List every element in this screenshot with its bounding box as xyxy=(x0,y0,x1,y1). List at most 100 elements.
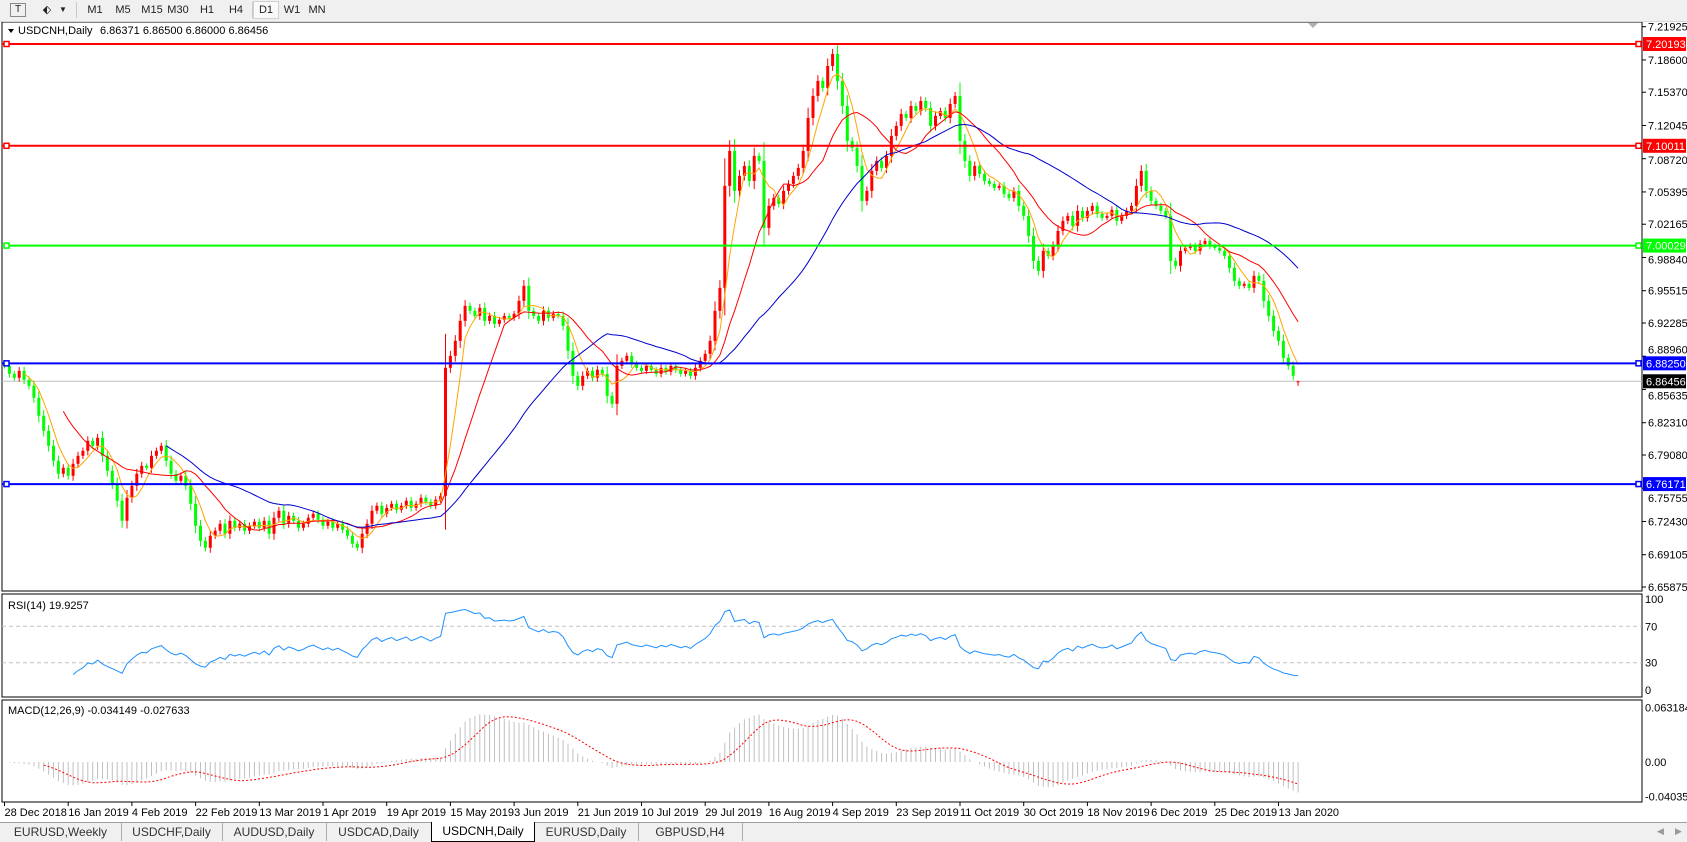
toolbar-separator xyxy=(252,2,253,18)
candle-bear xyxy=(1071,215,1075,226)
candle-bull xyxy=(125,497,129,521)
candle-bear xyxy=(640,367,643,371)
candle-bear xyxy=(762,160,766,228)
candle-bull xyxy=(1296,381,1300,383)
macd-panel xyxy=(1,699,1643,803)
text-tool-icon[interactable]: T xyxy=(10,3,26,17)
candle-bull xyxy=(948,103,952,118)
candle-bear xyxy=(350,535,354,544)
date-axis-label: 16 Jan 2019 xyxy=(68,807,129,819)
candle-bear xyxy=(355,543,359,548)
candle-bear xyxy=(556,313,560,316)
candle-bull xyxy=(708,340,712,354)
candle-bear xyxy=(983,173,986,181)
rsi-panel xyxy=(1,593,1643,698)
candle-bear xyxy=(56,460,60,474)
candle-bear xyxy=(987,180,991,184)
dropdown-arrow-icon[interactable]: ▼ xyxy=(59,5,67,14)
candle-bear xyxy=(591,370,594,378)
date-axis-label: 13 Mar 2019 xyxy=(259,807,321,819)
candle-bear xyxy=(1159,205,1163,211)
candle-bear xyxy=(1149,190,1153,201)
candle-bear xyxy=(22,370,26,380)
candle-bear xyxy=(105,455,109,471)
candle-bull xyxy=(718,287,722,311)
candle-bear xyxy=(546,310,550,318)
date-axis-label: 19 Apr 2019 xyxy=(387,807,446,819)
tabs-scroll-left-icon[interactable]: ◀ xyxy=(1657,826,1664,836)
price-axis-label: 6.72430 xyxy=(1648,516,1687,528)
candle-bull xyxy=(723,185,727,288)
candle-bull xyxy=(444,367,447,496)
tab-gbpusd-h4[interactable]: GBPUSD,H4 xyxy=(638,823,743,841)
candle-bear xyxy=(992,183,996,188)
candle-bear xyxy=(943,110,947,118)
candle-bear xyxy=(850,140,854,148)
candle-bear xyxy=(1027,215,1031,236)
candle-bull xyxy=(586,370,590,376)
candle-bear xyxy=(1277,330,1280,341)
level-price-label: 7.10011 xyxy=(1646,141,1685,153)
macd-axis-label: 0.00 xyxy=(1645,757,1666,769)
timeframe-m30[interactable]: M30 xyxy=(167,4,189,16)
timeframe-w1[interactable]: W1 xyxy=(283,4,301,16)
candle-bull xyxy=(135,473,139,486)
candle-bull xyxy=(370,510,374,524)
rsi-axis-label: 100 xyxy=(1645,594,1663,606)
candle-bear xyxy=(527,285,531,311)
drawing-shapes-icon[interactable]: ⬖ xyxy=(42,4,52,16)
chart-canvas[interactable]: 7.21925 7.18600 7.15370 7.12045 7.08720 7.053… xyxy=(0,0,1687,822)
price-axis-label: 7.02165 xyxy=(1648,219,1687,231)
candle-bear xyxy=(115,483,119,501)
candle-bull xyxy=(919,100,923,111)
candle-bull xyxy=(1125,210,1129,216)
candle-bull xyxy=(542,310,545,321)
timeframe-m15[interactable]: M15 xyxy=(141,4,163,16)
candle-bear xyxy=(1208,240,1212,246)
timeframe-h1[interactable]: H1 xyxy=(199,4,215,16)
candle-bull xyxy=(81,450,85,456)
candle-bear xyxy=(145,465,149,468)
candle-bear xyxy=(1002,185,1006,194)
tab-usdcnh-daily[interactable]: USDCNH,Daily xyxy=(431,822,535,842)
candle-bear xyxy=(1247,283,1251,288)
tabs-scroll-right-icon[interactable]: ▶ xyxy=(1675,826,1682,836)
level-handle-left xyxy=(3,360,10,367)
date-axis-label: 15 May 2019 xyxy=(450,807,514,819)
candle-bull xyxy=(1120,215,1124,221)
candle-bear xyxy=(576,375,580,386)
candle-bull xyxy=(1090,205,1094,211)
tab-eurusd-weekly[interactable]: EURUSD,Weekly xyxy=(0,823,122,841)
tab-usdchf-daily[interactable]: USDCHF,Daily xyxy=(121,823,223,841)
tab-audusd-daily[interactable]: AUDUSD,Daily xyxy=(222,823,327,841)
timeframe-m5[interactable]: M5 xyxy=(115,4,131,16)
candle-bear xyxy=(395,503,398,510)
candle-bull xyxy=(301,523,305,528)
price-axis-label: 6.75755 xyxy=(1648,493,1687,505)
level-handle-right xyxy=(1635,142,1642,150)
candle-bull xyxy=(336,523,340,528)
candle-bull xyxy=(787,183,790,191)
candle-bear xyxy=(184,475,188,486)
candle-bull xyxy=(742,165,746,176)
timeframe-mn[interactable]: MN xyxy=(308,4,326,16)
price-axis-label: 7.21925 xyxy=(1648,22,1687,34)
candle-bear xyxy=(1237,280,1241,286)
tab-eurusd-daily[interactable]: EURUSD,Daily xyxy=(534,823,639,841)
candle-bear xyxy=(473,310,477,316)
candle-bull xyxy=(816,80,820,96)
candle-bull xyxy=(806,117,810,151)
candle-bull xyxy=(252,521,256,526)
candle-bear xyxy=(199,525,202,541)
timeframe-h4[interactable]: H4 xyxy=(228,4,244,16)
tab-usdcad-daily[interactable]: USDCAD,Daily xyxy=(326,823,432,841)
candle-bear xyxy=(47,430,51,446)
price-axis-label: 6.88960 xyxy=(1648,344,1687,356)
candle-bull xyxy=(625,355,629,361)
timeframe-m1[interactable]: M1 xyxy=(87,4,103,16)
candle-bull xyxy=(517,300,521,314)
ma-mid-line xyxy=(62,111,1299,531)
ma-slow-line xyxy=(165,123,1299,528)
timeframe-d1[interactable]: D1 xyxy=(253,1,279,19)
candle-bear xyxy=(1193,245,1197,251)
